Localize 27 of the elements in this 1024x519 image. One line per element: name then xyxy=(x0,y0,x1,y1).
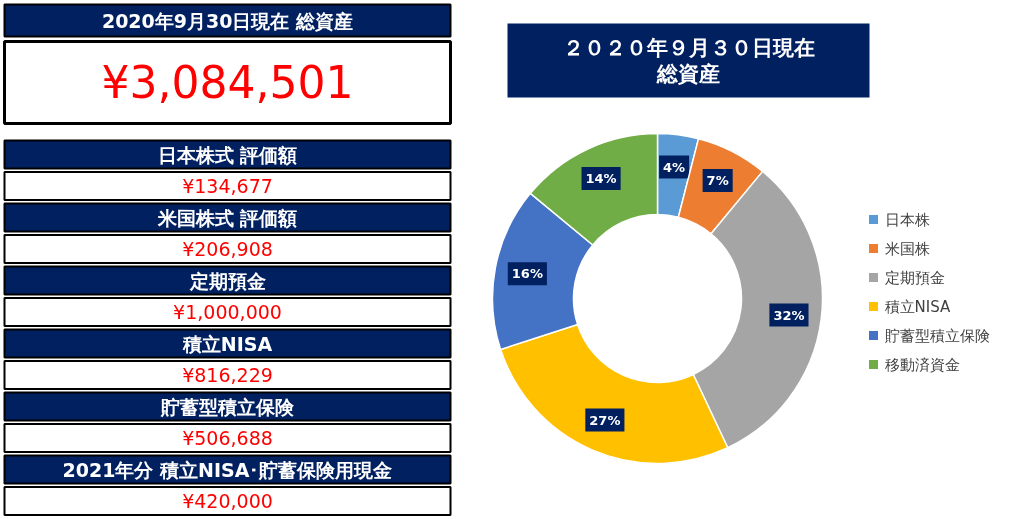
legend-label: 移動済資金 xyxy=(884,355,960,374)
text: ¥3,084,501 xyxy=(101,57,354,108)
data-label: 7% xyxy=(706,172,729,188)
legend-label: 米国株 xyxy=(884,239,930,258)
text: 積立NISA xyxy=(181,332,273,355)
text: 2020年9月30日現在 総資産 xyxy=(101,9,354,32)
legend-label: 貯蓄型積立保険 xyxy=(884,326,990,345)
text: ¥816,229 xyxy=(182,364,273,386)
data-label: 16% xyxy=(511,266,543,282)
text: 貯蓄型積立保険 xyxy=(160,395,295,418)
data-label: 27% xyxy=(589,412,621,428)
legend-label: 積立NISA xyxy=(884,297,951,316)
text: ¥506,688 xyxy=(182,427,273,449)
legend-label: 日本株 xyxy=(884,210,930,229)
text: ¥420,000 xyxy=(182,490,273,512)
legend-label: 定期預金 xyxy=(884,268,945,287)
text: 2021年分 積立NISA･貯蓄保険用現金 xyxy=(62,458,393,481)
text: 定期預金 xyxy=(188,269,266,292)
chart-title: ２０２０年９月３０日現在総資産 xyxy=(562,35,815,86)
text: 米国株式 評価額 xyxy=(156,206,298,229)
text: ¥1,000,000 xyxy=(173,301,282,323)
text: 日本株式 評価額 xyxy=(157,143,298,166)
data-label: 32% xyxy=(773,307,805,323)
text: ¥134,677 xyxy=(182,175,273,197)
data-label: 4% xyxy=(663,159,686,175)
data-label: 14% xyxy=(585,171,617,187)
text: ¥206,908 xyxy=(182,238,273,260)
